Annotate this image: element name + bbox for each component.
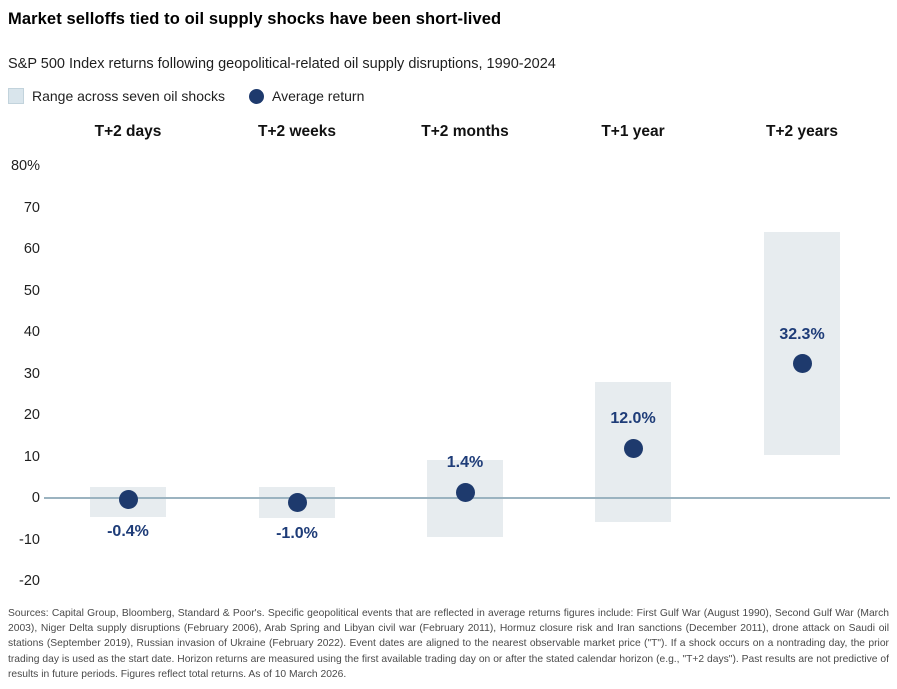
y-axis-tick-label: -20 (19, 573, 40, 589)
average-return-dot (287, 492, 307, 512)
chart-subtitle: S&P 500 Index returns following geopolit… (8, 56, 556, 72)
range-bar (764, 231, 840, 455)
legend-average-label: Average return (272, 88, 365, 104)
column-header: T+2 months (421, 123, 509, 140)
average-return-value-label: -0.4% (107, 522, 149, 540)
average-return-value-label: 12.0% (610, 410, 656, 428)
average-return-dot (623, 438, 643, 458)
column-header: T+2 years (766, 123, 838, 140)
chart-legend: Range across seven oil shocks Average re… (8, 86, 364, 106)
range-swatch-icon (8, 88, 24, 104)
y-axis-tick-label: 0 (31, 490, 40, 506)
y-axis-tick-label: 40 (23, 324, 40, 340)
y-axis-tick-label: 10 (23, 448, 40, 465)
column-header: T+2 weeks (258, 123, 336, 140)
y-axis-tick-label: 30 (23, 365, 40, 382)
y-axis-tick-label: 50 (23, 282, 40, 299)
page-title: Market selloffs tied to oil supply shock… (8, 10, 502, 28)
average-return-value-label: 1.4% (446, 454, 484, 472)
legend-range-label: Range across seven oil shocks (32, 88, 225, 104)
column-header: T+2 days (94, 123, 162, 140)
average-return-dot (792, 354, 812, 374)
average-dot-icon (249, 88, 264, 104)
y-axis-tick-label: 20 (23, 407, 40, 423)
average-return-dot (455, 482, 475, 502)
source-footnote: Sources: Capital Group, Bloomberg, Stand… (8, 608, 889, 680)
y-axis-tick-label: 60 (23, 241, 40, 257)
y-axis-tick-label: 70 (23, 199, 40, 216)
average-return-value-label: 32.3% (779, 325, 825, 343)
y-axis-tick-label: -10 (19, 531, 40, 548)
average-return-value-label: -1.0% (276, 525, 318, 543)
column-header: T+1 year (601, 123, 665, 140)
average-return-dot (118, 490, 138, 510)
y-axis-tick-label: 80% (10, 158, 40, 174)
